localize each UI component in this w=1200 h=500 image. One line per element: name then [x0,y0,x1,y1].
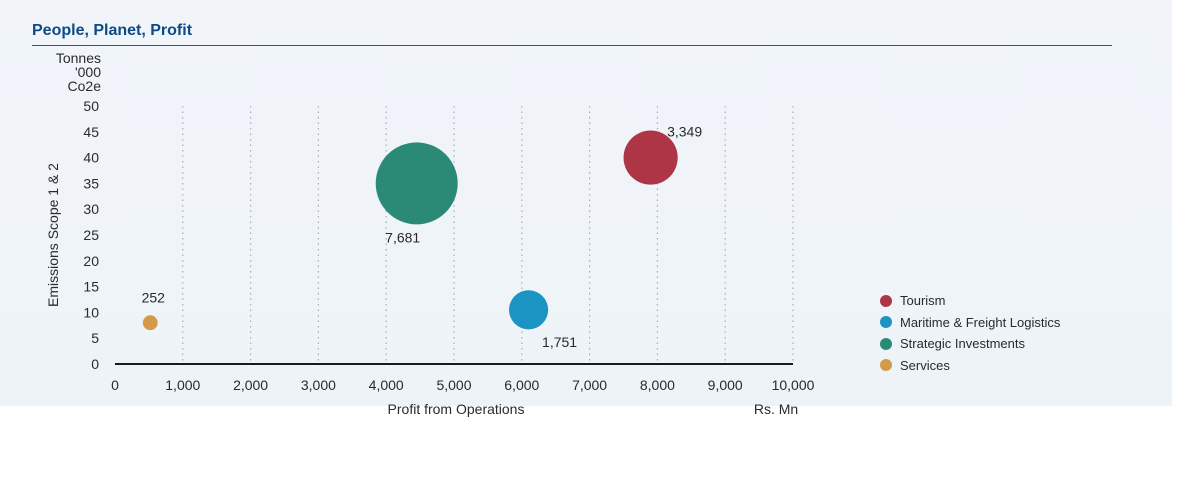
legend-swatch [880,316,892,329]
x-tick-label: 9,000 [708,377,743,393]
y-tick-label: 40 [83,150,99,166]
legend-label: Maritime & Freight Logistics [900,314,1061,330]
legend-label: Services [900,357,950,373]
y-tick-label: 10 [83,304,99,320]
x-tick-label: 10,000 [772,377,815,393]
x-tick-label: 7,000 [572,377,607,393]
bubble [142,315,158,331]
x-tick-label: 3,000 [301,377,336,393]
legend-item: Tourism [880,290,1060,312]
bubble [375,142,458,225]
legend-label: Tourism [900,293,946,309]
data-label: 3,349 [667,124,702,140]
y-tick-label: 15 [83,279,99,295]
data-label: 252 [142,290,166,306]
x-tick-label: 4,000 [369,377,404,393]
data-label: 1,751 [542,334,577,350]
x-tick-label: 8,000 [640,377,675,393]
y-tick-label: 30 [83,201,99,217]
y-tick-label: 50 [83,98,99,114]
legend-item: Services [880,355,1060,377]
page-title: People, Planet, Profit [32,22,193,39]
y-unit-label: '000 [75,64,101,80]
legend: Tourism Maritime & Freight Logistics Strat… [880,290,1060,376]
x-tick-label: 1,000 [165,377,200,393]
x-axis-title: Profit from Operations [388,401,525,417]
y-unit-label: Co2e [68,78,102,94]
y-tick-label: 25 [83,227,99,243]
legend-swatch [880,337,892,350]
title-divider [32,45,1112,46]
y-tick-label: 20 [83,253,99,269]
legend-item: Maritime & Freight Logistics [880,312,1060,334]
legend-item: Strategic Investments [880,333,1060,355]
y-axis-title: Emissions Scope 1 & 2 [45,163,61,307]
legend-swatch [880,359,892,372]
data-label: 7,681 [385,229,420,245]
y-tick-label: 0 [91,356,99,372]
x-tick-label: 5,000 [436,377,471,393]
y-tick-label: 35 [83,175,99,191]
legend-swatch [880,294,892,307]
x-tick-label: 0 [111,377,119,393]
y-unit-label: Tonnes [56,50,101,66]
legend-label: Strategic Investments [900,336,1025,352]
x-tick-label: 2,000 [233,377,268,393]
chart-background [0,0,1172,406]
bubble [509,290,549,330]
x-unit-label: Rs. Mn [754,401,798,417]
bubble [623,130,678,185]
x-tick-label: 6,000 [504,377,539,393]
y-tick-label: 5 [91,330,99,346]
y-tick-label: 45 [83,124,99,140]
